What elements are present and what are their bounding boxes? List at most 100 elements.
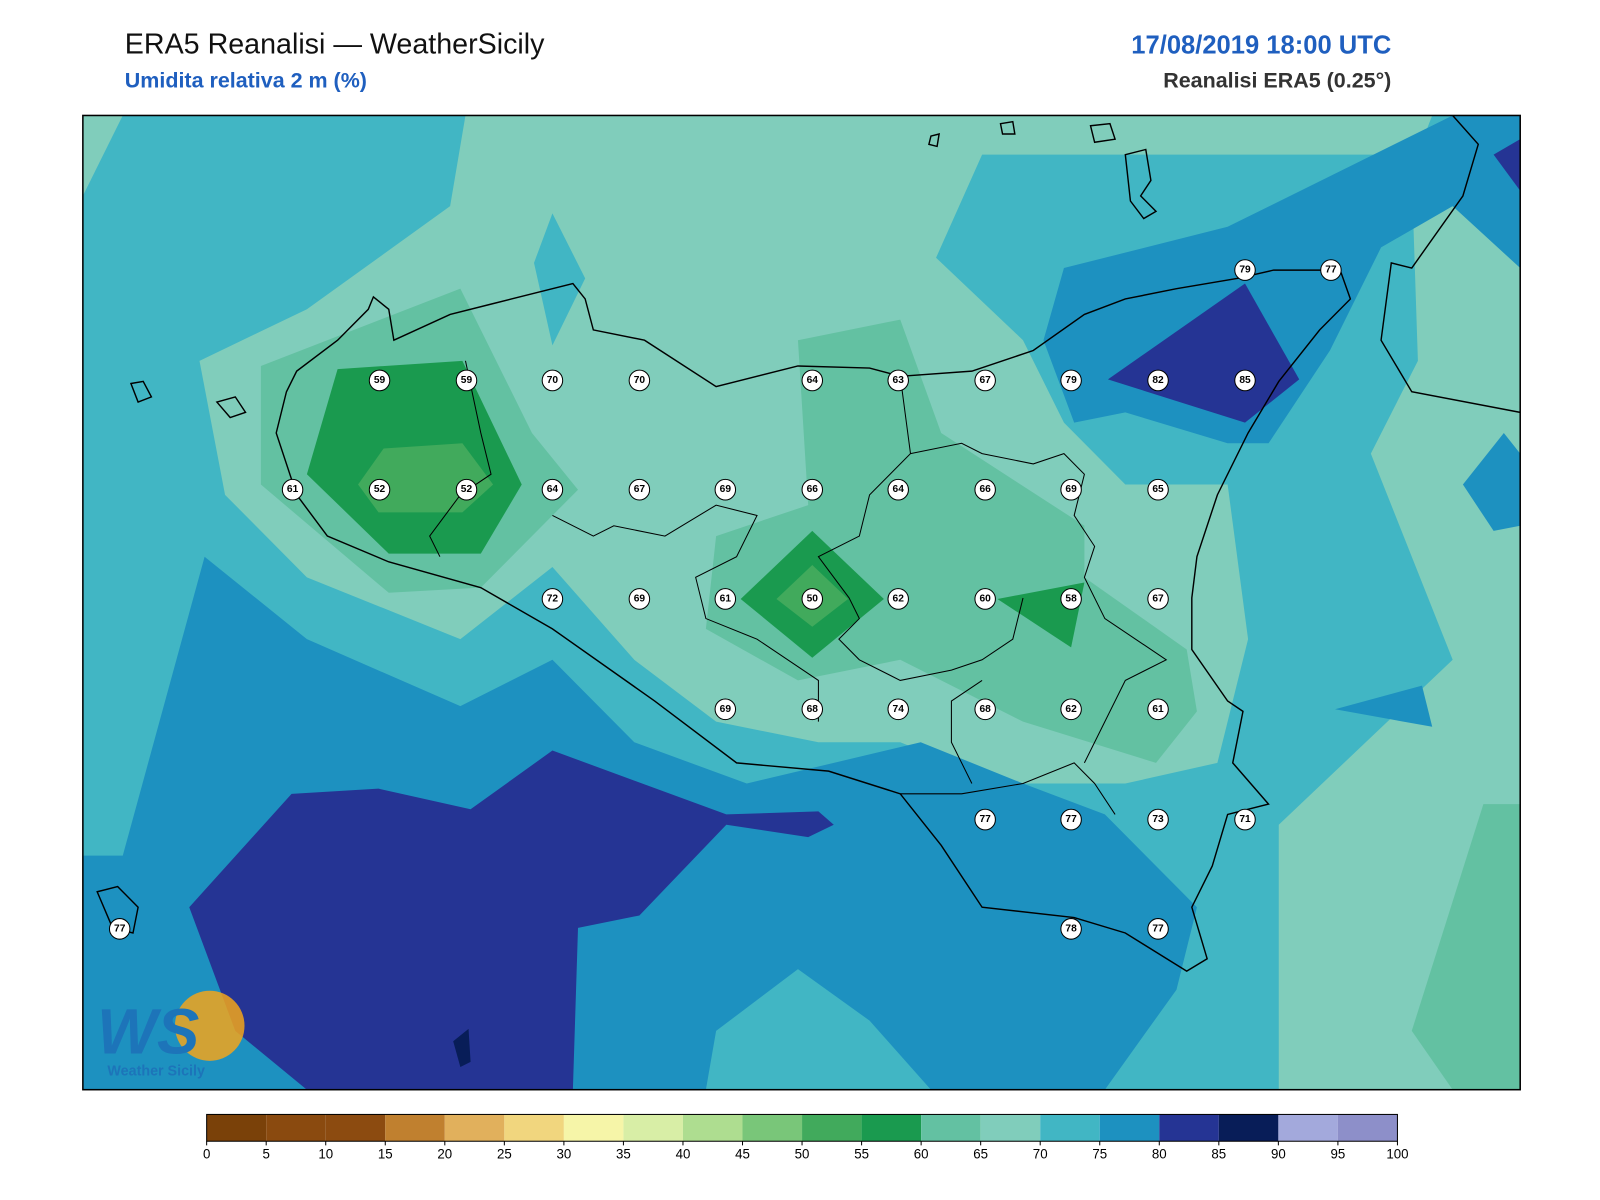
station-value: 59 [461, 375, 473, 386]
station-value: 60 [979, 593, 991, 604]
colorbar-tick-label: 30 [556, 1147, 571, 1162]
station-marker [1147, 918, 1169, 940]
station-value: 78 [1065, 923, 1077, 934]
colorbar-segment [861, 1114, 922, 1142]
colorbar-tick-label: 50 [795, 1147, 810, 1162]
station-value: 71 [1239, 814, 1251, 825]
colorbar-tick-label: 60 [914, 1147, 929, 1162]
station-value: 65 [1152, 484, 1164, 495]
colorbar-segment [802, 1114, 862, 1142]
station-value: 61 [720, 593, 732, 604]
colorbar-tick-label: 40 [676, 1147, 691, 1162]
colorbar-segment [385, 1114, 445, 1142]
colorbar-segment [682, 1114, 743, 1142]
station-marker [714, 698, 737, 721]
island [96, 120, 1158, 934]
station-marker [628, 588, 651, 610]
station-marker [1060, 698, 1082, 721]
station-marker [1234, 259, 1256, 281]
station-value: 59 [374, 375, 386, 386]
logo-mark: WS [97, 996, 199, 1067]
contours [82, 115, 1521, 1090]
station-marker [887, 698, 909, 721]
logo-sun [174, 990, 245, 1061]
colorbar-segment [504, 1114, 564, 1142]
station-value: 63 [893, 375, 905, 386]
colorbar-tick-label: 65 [973, 1147, 988, 1162]
fill-65-70 [82, 115, 123, 196]
station-value: 73 [1152, 814, 1164, 825]
station-marker [1060, 808, 1082, 831]
colorbar-tick-label: 10 [318, 1147, 333, 1162]
fill-65-70 [1278, 175, 1521, 1090]
station-value: 52 [461, 484, 473, 495]
station-marker [801, 478, 824, 501]
fill-60-65 [1411, 804, 1521, 1090]
station-value: 62 [893, 593, 905, 604]
colorbar-tick-label: 25 [497, 1147, 512, 1162]
frame [82, 114, 1521, 1091]
colorbar-tick-label: 80 [1152, 1147, 1167, 1162]
colorbar-segment [742, 1114, 803, 1142]
colorbar-segment [1159, 1114, 1219, 1142]
station-marker [541, 478, 564, 501]
subtitle: Umidita relativa 2 m (%) [125, 68, 367, 93]
station-value: 70 [547, 375, 559, 386]
logo-name: Weather Sicily [107, 1063, 205, 1079]
source: Reanalisi ERA5 (0.25°) [1163, 68, 1391, 93]
station-value: 52 [374, 484, 386, 495]
calabria-coast [1380, 114, 1521, 414]
station-marker [974, 478, 996, 501]
station-marker [974, 369, 996, 392]
station-marker [974, 588, 996, 610]
colorbar-tick-label: 90 [1271, 1147, 1286, 1162]
colorbar-segment [1218, 1114, 1279, 1142]
stations: 79 77 59 59 70 70 64 63 67 79 82 85 61 52 52 64 67 69 66 64… [108, 259, 1342, 940]
fill-85-90 [453, 1028, 471, 1068]
station-value: 61 [287, 484, 299, 495]
station-marker [887, 588, 909, 610]
station-value: 64 [807, 375, 819, 386]
station-value: 85 [1239, 375, 1251, 386]
fill-60-65 [705, 319, 1197, 763]
fill-75-80 [1462, 432, 1521, 531]
station-value: 69 [634, 593, 646, 604]
station-marker [1147, 369, 1169, 392]
colorbar-segment [266, 1114, 326, 1142]
station-marker [887, 478, 909, 501]
station-value: 69 [720, 704, 732, 715]
station-marker [801, 698, 824, 721]
colorbar-segment [1337, 1114, 1398, 1142]
station-marker [714, 588, 737, 610]
station-value: 50 [807, 593, 819, 604]
colorbar-segment [1099, 1114, 1160, 1142]
colorbar-tick-label: 45 [735, 1147, 750, 1162]
fill-70-75 [534, 213, 586, 346]
logo: WS Weather Sicily [97, 990, 245, 1079]
colorbar: 0 5 10 15 20 25 30 35 40 45 50 55 60 65 70 75 80 85 90 95 10… [203, 1113, 1409, 1162]
station-marker [368, 369, 391, 392]
station-value: 79 [1239, 265, 1251, 276]
colorbar-tick-label: 100 [1386, 1147, 1408, 1162]
colorbar-tick-label: 85 [1211, 1147, 1226, 1162]
station-marker [281, 478, 304, 501]
colorbar-segment [563, 1114, 624, 1142]
station-value: 77 [1065, 814, 1077, 825]
station-value: 58 [1065, 593, 1077, 604]
station-value: 77 [114, 923, 126, 934]
station-marker [1234, 808, 1256, 831]
station-value: 62 [1065, 704, 1077, 715]
colorbar-tick-label: 15 [378, 1147, 393, 1162]
colorbar-segment [980, 1114, 1041, 1142]
station-value: 69 [1065, 484, 1077, 495]
station-marker [1147, 698, 1169, 721]
station-marker [628, 369, 651, 392]
station-marker [541, 588, 564, 610]
station-value: 77 [1152, 923, 1164, 934]
station-value: 64 [893, 484, 905, 495]
station-value: 79 [1065, 375, 1077, 386]
date: 17/08/2019 18:00 UTC [1131, 32, 1391, 60]
colorbar-tick-label: 70 [1033, 1147, 1048, 1162]
station-value: 67 [1152, 593, 1164, 604]
